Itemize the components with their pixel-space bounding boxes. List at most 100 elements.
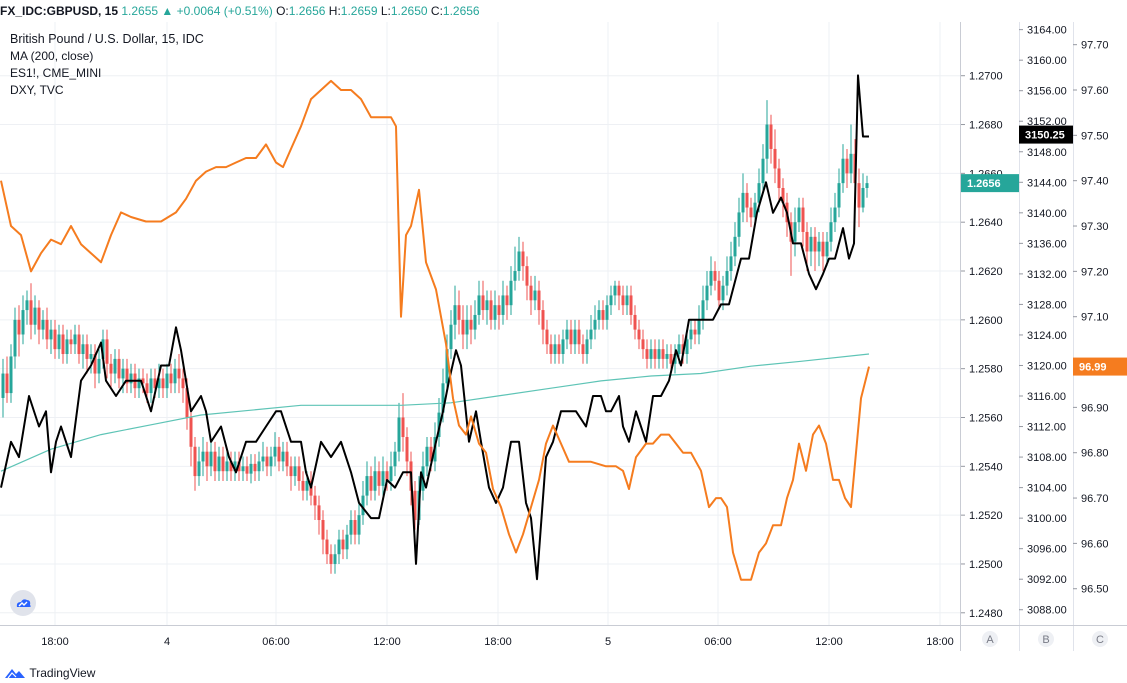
candle-body: [25, 300, 29, 311]
candle-body: [49, 329, 53, 340]
tradingview-badge[interactable]: [10, 590, 36, 616]
candle: [177, 354, 181, 394]
candle: [49, 319, 53, 355]
candle-body: [345, 534, 349, 550]
candle: [69, 329, 73, 355]
candle-body: [69, 339, 73, 345]
candle: [841, 144, 845, 193]
candle: [113, 349, 117, 384]
candle-body: [701, 300, 705, 320]
candle: [161, 368, 165, 398]
candle: [725, 256, 729, 296]
candle: [649, 339, 653, 369]
candle-body: [281, 451, 285, 462]
candle: [765, 100, 769, 174]
candle: [53, 319, 57, 359]
grid: [0, 22, 960, 625]
close-value: 1.2656: [442, 4, 480, 18]
price-chart[interactable]: 1.27001.26801.26601.26401.26201.26001.25…: [0, 0, 1127, 662]
candle: [381, 456, 385, 496]
candle-body: [781, 188, 785, 203]
candle-body: [93, 354, 97, 374]
candle-body: [809, 236, 813, 252]
candle: [473, 300, 477, 340]
candle-body: [193, 446, 197, 477]
candle-body: [625, 295, 629, 306]
axis-tick-label: 1.2520: [969, 510, 1003, 522]
candle: [513, 246, 517, 291]
candle: [261, 441, 265, 472]
candle: [713, 261, 717, 291]
candle-body: [797, 207, 801, 223]
candle-body: [521, 251, 525, 267]
scale-button-c[interactable]: C: [1092, 631, 1108, 647]
candle-body: [73, 334, 77, 345]
candle-body: [857, 183, 861, 208]
candle-body: [61, 334, 65, 355]
candle-body: [749, 207, 753, 218]
candle: [89, 344, 93, 374]
candle-body: [821, 241, 825, 257]
candle: [369, 466, 373, 501]
legend-dxy[interactable]: DXY, TVC: [10, 83, 64, 97]
candle: [733, 222, 737, 267]
candle-body: [365, 476, 369, 496]
candle-body: [89, 354, 93, 359]
candle-body: [597, 310, 601, 320]
candle-body: [765, 124, 769, 159]
candle-body: [861, 188, 865, 208]
candle-body: [745, 192, 749, 208]
candle: [121, 358, 125, 394]
candle: [565, 319, 569, 350]
legend-es[interactable]: ES1!, CME_MINI: [10, 66, 102, 80]
candle: [737, 197, 741, 247]
candle-body: [373, 471, 377, 491]
candle: [373, 456, 377, 501]
scale-button-b[interactable]: B: [1038, 631, 1054, 647]
candle-body: [397, 417, 401, 452]
candle-body: [385, 471, 389, 481]
legend-main-series[interactable]: British Pound / U.S. Dollar, 15, IDC: [10, 32, 204, 46]
candle: [541, 300, 545, 345]
candle: [497, 295, 501, 330]
candle: [837, 168, 841, 218]
candle: [277, 437, 281, 472]
candle-body: [165, 373, 169, 389]
candle: [365, 461, 369, 506]
candle: [577, 319, 581, 355]
candle: [233, 451, 237, 481]
scale-button-a[interactable]: A: [982, 631, 998, 647]
candle: [37, 300, 41, 345]
candle: [337, 529, 341, 564]
candle-body: [837, 183, 841, 208]
candle: [325, 529, 329, 564]
candle: [361, 480, 365, 525]
time-tick-label: 18:00: [484, 636, 512, 648]
candle-body: [485, 300, 489, 311]
time-tick-label: 06:00: [262, 636, 290, 648]
candle-body: [577, 329, 581, 345]
candle: [169, 363, 173, 394]
up-arrow-icon: ▲: [161, 4, 174, 18]
candle-body: [525, 266, 529, 286]
candle-body: [633, 314, 637, 330]
last-value-box: [1073, 357, 1127, 376]
candle: [353, 510, 357, 545]
axis-tick-label: 3116.00: [1027, 391, 1066, 403]
last-value-box: [961, 174, 1019, 193]
candle: [329, 544, 333, 574]
candle: [829, 207, 833, 252]
candle-body: [65, 339, 69, 355]
candle-body: [125, 368, 129, 384]
axis-tick-label: 3104.00: [1027, 483, 1067, 495]
candle: [157, 363, 161, 398]
candle-body: [833, 207, 837, 223]
candle: [125, 358, 129, 394]
candle-body: [273, 446, 277, 457]
candle-body: [677, 344, 681, 355]
candle: [813, 227, 817, 272]
candle-body: [177, 368, 181, 379]
axis-tick-label: 1.2600: [969, 315, 1003, 327]
legend-ma[interactable]: MA (200, close): [10, 49, 94, 63]
candle-body: [329, 554, 333, 564]
